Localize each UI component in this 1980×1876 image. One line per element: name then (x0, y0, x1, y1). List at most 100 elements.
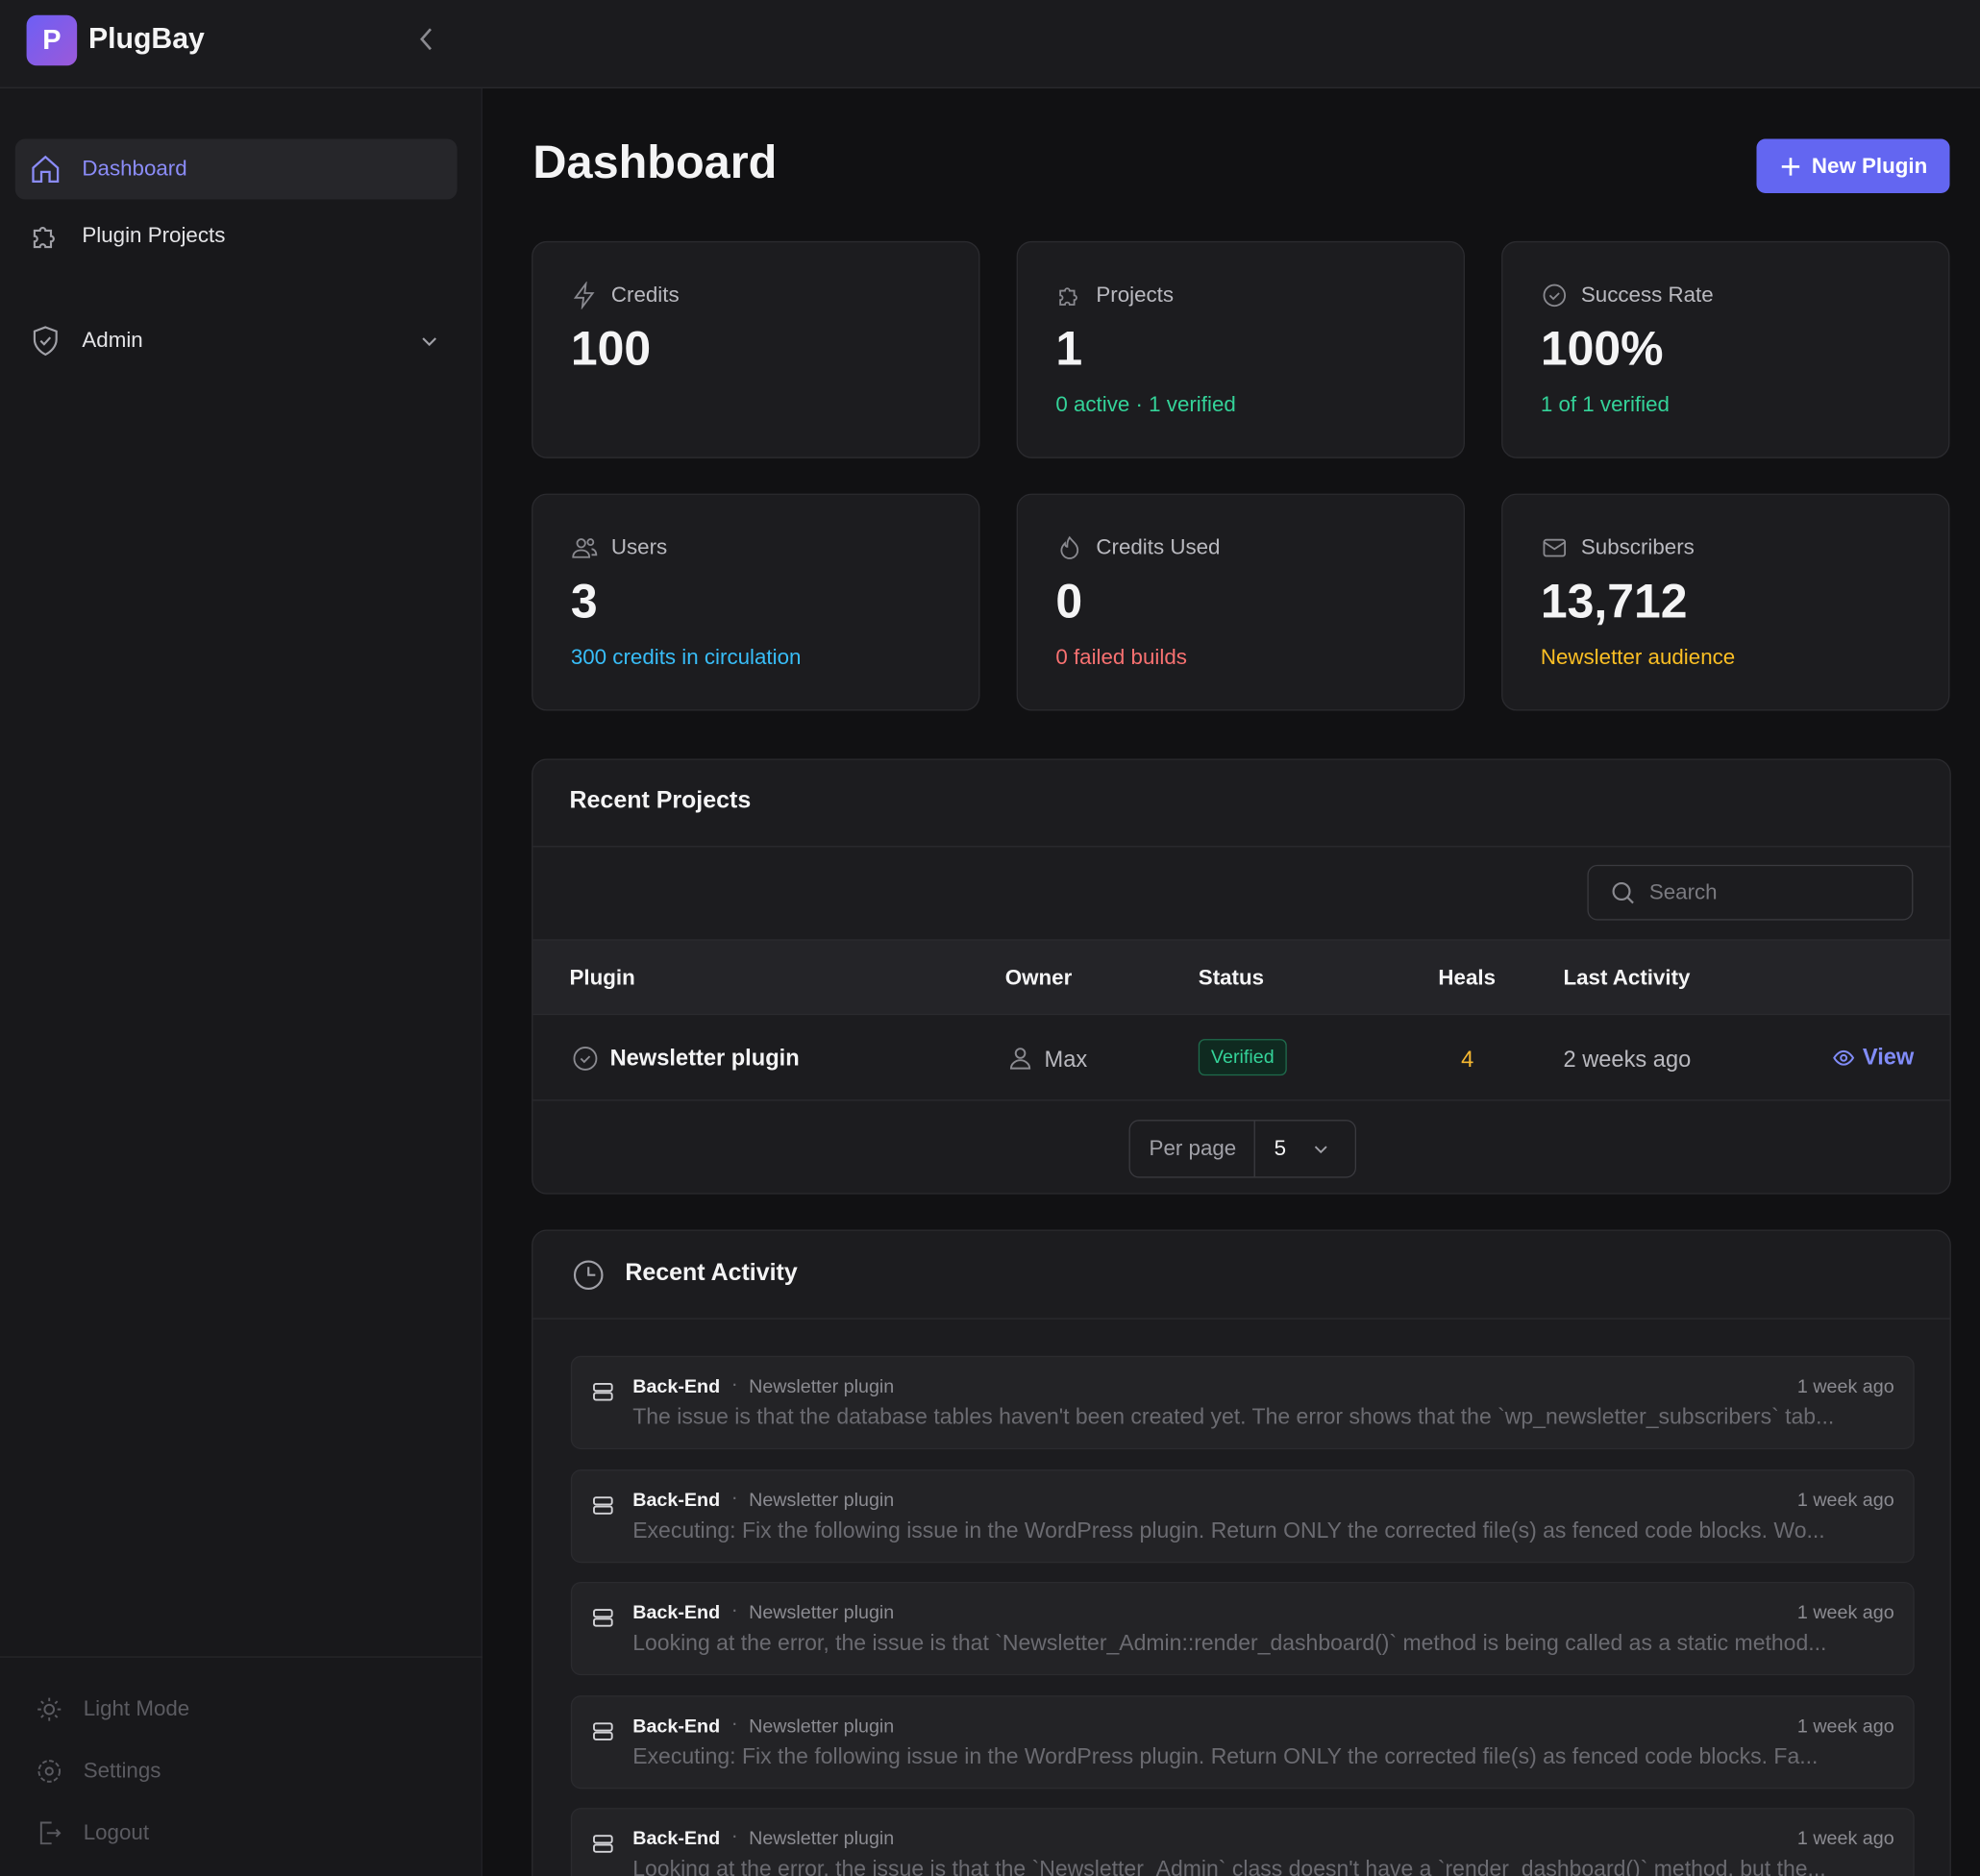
stat-label: Credits (610, 283, 680, 308)
stat-icon (572, 538, 598, 558)
activity-time: 1 week ago (1796, 1489, 1894, 1511)
search-box[interactable]: Search (1587, 864, 1914, 921)
stat-icon (1059, 287, 1077, 306)
activity-project: Newsletter plugin (749, 1375, 895, 1398)
stat-icon (573, 281, 595, 309)
footer-nav-label: Logout (83, 1820, 150, 1845)
column-header: Plugin (569, 965, 635, 990)
stat-card: Credits 100 (532, 240, 980, 458)
stat-note: 300 credits in circulation (570, 645, 802, 670)
activity-time: 1 week ago (1796, 1828, 1894, 1850)
stat-label-row: Users (571, 534, 667, 562)
activity-tag: Back-End (632, 1715, 721, 1737)
plugin-name[interactable]: Newsletter plugin (609, 1045, 800, 1071)
panel-title: Recent Activity (625, 1259, 798, 1287)
stat-icon (1060, 535, 1079, 559)
column-header: Heals (1438, 965, 1497, 990)
search-placeholder: Search (1648, 879, 1718, 904)
logo[interactable]: P (26, 14, 78, 66)
server-icon (593, 1835, 613, 1853)
recent-projects: Recent Projects Search Plugin Owner Stat… (532, 758, 1951, 1195)
table-row: Newsletter plugin Max Verified 4 2 weeks… (532, 1015, 1950, 1101)
activity-text: Executing: Fix the following issue in th… (632, 1742, 1819, 1768)
stat-label-row: Projects (1055, 282, 1174, 309)
stat-label: Projects (1096, 283, 1175, 308)
stat-value: 100% (1540, 323, 1664, 377)
page-title: Dashboard (532, 136, 778, 188)
activity-time: 1 week ago (1796, 1601, 1894, 1624)
per-page-label: Per page (1130, 1121, 1255, 1177)
server-icon (593, 1721, 613, 1740)
top-bar: P PlugBay (0, 0, 1980, 88)
view-label: View (1862, 1044, 1915, 1070)
nav-item[interactable]: Dashboard (14, 138, 458, 200)
per-page-value: 5 (1274, 1136, 1287, 1161)
activity-item[interactable]: · Back-End Newsletter plugin 1 week ago The … (570, 1355, 1915, 1450)
last-activity: 2 weeks ago (1563, 1046, 1692, 1073)
activity-item[interactable]: · Back-End Newsletter plugin 1 week ago Look… (570, 1808, 1915, 1876)
footer-nav-label: Settings (83, 1758, 161, 1783)
footer-nav-item[interactable]: Logout (36, 1819, 149, 1847)
button-label: New Plugin (1811, 153, 1928, 178)
status-badge: Verified (1198, 1039, 1287, 1076)
nav-label: Admin (82, 328, 143, 353)
collapse-icon[interactable] (417, 25, 437, 53)
activity-item[interactable]: · Back-End Newsletter plugin 1 week ago Exec… (570, 1469, 1915, 1563)
view-link[interactable]: View (1832, 1044, 1914, 1071)
server-icon (593, 1382, 613, 1401)
stat-card: Users 3 300 credits in circulation (532, 493, 980, 711)
nav-item[interactable]: Admin (15, 310, 458, 371)
stat-label-row: Credits (571, 281, 680, 309)
activity-project: Newsletter plugin (749, 1489, 895, 1511)
nav-label: Plugin Projects (82, 223, 226, 248)
footer-nav-item[interactable]: Light Mode (36, 1695, 189, 1723)
column-header: Last Activity (1563, 965, 1691, 990)
divider (0, 1656, 483, 1658)
footer-nav-item[interactable]: Settings (36, 1758, 161, 1786)
stat-label: Users (610, 534, 668, 559)
activity-text: The issue is that the database tables ha… (632, 1403, 1835, 1429)
stat-value: 100 (570, 323, 652, 377)
stat-note: 1 of 1 verified (1540, 392, 1670, 417)
activity-text: Looking at the error, the issue is that … (632, 1855, 1826, 1876)
stat-card: Success Rate 100% 1 of 1 verified (1501, 240, 1950, 458)
stat-label-row: Subscribers (1541, 534, 1695, 562)
stat-icon (1543, 284, 1567, 308)
nav-label: Dashboard (82, 156, 187, 181)
heals: 4 (1461, 1046, 1474, 1073)
new-plugin-button[interactable]: New Plugin (1756, 138, 1950, 193)
server-icon (593, 1609, 613, 1627)
column-header: Status (1198, 965, 1265, 990)
activity-item[interactable]: · Back-End Newsletter plugin 1 week ago Exec… (570, 1694, 1915, 1789)
stat-value: 3 (570, 576, 598, 629)
activity-text: Executing: Fix the following issue in th… (632, 1517, 1825, 1543)
stat-label: Credits Used (1096, 534, 1221, 559)
stat-value: 13,712 (1540, 576, 1688, 629)
stat-note: 0 failed builds (1055, 645, 1187, 670)
stat-icon (1543, 538, 1567, 557)
recent-activity: Recent Activity · Back-End Newsletter plug… (532, 1229, 1951, 1876)
activity-tag: Back-End (632, 1489, 721, 1511)
stat-card: Projects 1 0 active · 1 verified (1016, 240, 1466, 458)
nav-item[interactable]: Plugin Projects (15, 206, 458, 266)
stat-value: 1 (1055, 323, 1083, 377)
activity-project: Newsletter plugin (749, 1601, 895, 1624)
stat-label: Subscribers (1580, 534, 1695, 559)
per-page-control[interactable]: Per page 5 (1128, 1120, 1357, 1178)
brand: PlugBay (87, 21, 205, 55)
sidebar (0, 87, 483, 1876)
activity-text: Looking at the error, the issue is that … (632, 1629, 1827, 1656)
stat-label-row: Success Rate (1541, 282, 1714, 309)
divider (532, 1318, 1950, 1320)
stat-value: 0 (1055, 576, 1083, 629)
stat-card: Credits Used 0 0 failed builds (1016, 493, 1466, 711)
activity-item[interactable]: · Back-End Newsletter plugin 1 week ago Look… (570, 1581, 1915, 1676)
activity-tag: Back-End (632, 1375, 721, 1398)
stat-label: Success Rate (1580, 283, 1714, 308)
stat-label-row: Credits Used (1055, 534, 1220, 562)
stat-card: Subscribers 13,712 Newsletter audience (1501, 493, 1950, 711)
owner: Max (1044, 1046, 1088, 1073)
stat-note: Newsletter audience (1540, 645, 1736, 670)
activity-time: 1 week ago (1796, 1715, 1894, 1737)
